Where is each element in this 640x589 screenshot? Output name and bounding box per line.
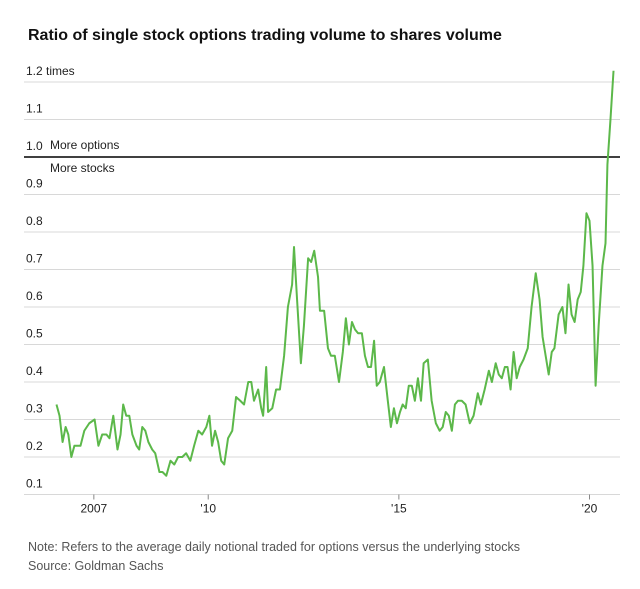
y-tick-label: 0.2 — [26, 439, 43, 453]
y-tick-label: 1.2 times — [26, 64, 75, 78]
x-tick-label: '15 — [391, 502, 407, 516]
y-tick-label: 0.9 — [26, 177, 43, 191]
chart-source: Source: Goldman Sachs — [28, 559, 164, 573]
y-tick-label: 1.1 — [26, 102, 43, 116]
y-tick-label: 0.8 — [26, 214, 43, 228]
y-tick-label: 0.7 — [26, 252, 43, 266]
annotation: More options — [50, 138, 119, 152]
y-tick-label: 0.4 — [26, 364, 43, 378]
y-tick-label: 0.3 — [26, 402, 43, 416]
y-tick-label: 0.6 — [26, 289, 43, 303]
x-tick-label: 2007 — [80, 502, 107, 516]
data-line — [55, 70, 615, 477]
annotation: More stocks — [50, 161, 115, 175]
chart-note: Note: Refers to the average daily notion… — [28, 540, 520, 554]
y-tick-label: 0.1 — [26, 477, 43, 491]
y-tick-label: 1.0 — [26, 139, 43, 153]
chart-title: Ratio of single stock options trading vo… — [28, 27, 502, 44]
x-tick-label: '20 — [582, 502, 598, 516]
x-tick-label: '10 — [200, 502, 216, 516]
y-tick-label: 0.5 — [26, 327, 43, 341]
